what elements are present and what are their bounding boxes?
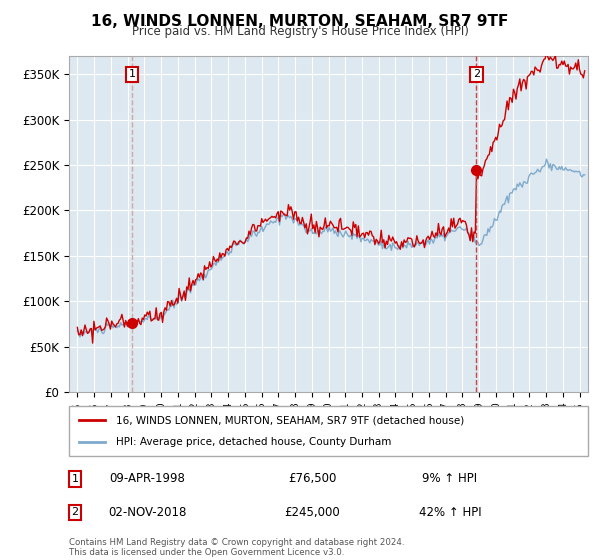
Text: 2: 2	[473, 69, 480, 80]
Text: 2: 2	[71, 507, 79, 517]
Text: £76,500: £76,500	[288, 472, 336, 486]
Text: Contains HM Land Registry data © Crown copyright and database right 2024.
This d: Contains HM Land Registry data © Crown c…	[69, 538, 404, 557]
Text: £245,000: £245,000	[284, 506, 340, 519]
Text: 02-NOV-2018: 02-NOV-2018	[108, 506, 186, 519]
Text: 1: 1	[71, 474, 79, 484]
Text: 42% ↑ HPI: 42% ↑ HPI	[419, 506, 481, 519]
Text: 9% ↑ HPI: 9% ↑ HPI	[422, 472, 478, 486]
Text: 09-APR-1998: 09-APR-1998	[109, 472, 185, 486]
Text: HPI: Average price, detached house, County Durham: HPI: Average price, detached house, Coun…	[116, 437, 391, 447]
Text: 16, WINDS LONNEN, MURTON, SEAHAM, SR7 9TF: 16, WINDS LONNEN, MURTON, SEAHAM, SR7 9T…	[91, 14, 509, 29]
Text: 16, WINDS LONNEN, MURTON, SEAHAM, SR7 9TF (detached house): 16, WINDS LONNEN, MURTON, SEAHAM, SR7 9T…	[116, 415, 464, 425]
Text: 1: 1	[128, 69, 136, 80]
Text: Price paid vs. HM Land Registry's House Price Index (HPI): Price paid vs. HM Land Registry's House …	[131, 25, 469, 38]
